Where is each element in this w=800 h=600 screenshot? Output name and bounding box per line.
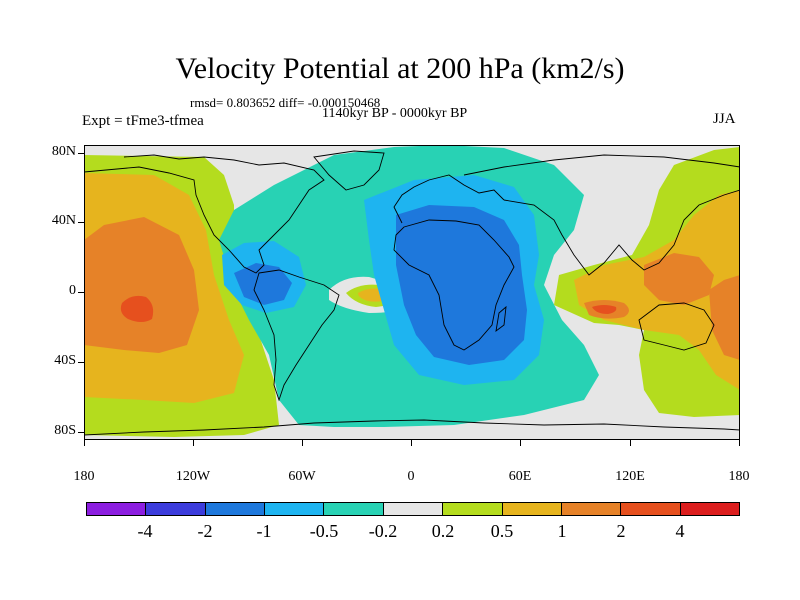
lon-label-60w: 60W — [288, 469, 316, 484]
colorbar-swatch-0 — [87, 503, 147, 515]
lat-label-80s: 80S — [54, 423, 76, 438]
colorbar-label: -1 — [256, 521, 272, 541]
lon-tick — [630, 440, 631, 446]
colorbar-swatch-1 — [146, 503, 206, 515]
colorbar-swatch-9 — [621, 503, 681, 515]
contour-indian-red — [592, 305, 617, 314]
colorbar — [86, 502, 740, 516]
lat-tick — [78, 153, 84, 154]
lon-label-60e: 60E — [508, 469, 532, 484]
season-label: JJA — [713, 111, 736, 127]
lat-label-80n: 80N — [51, 144, 76, 159]
colorbar-swatch-4 — [324, 503, 384, 515]
colorbar-label: -4 — [137, 521, 153, 541]
colorbar-swatch-6 — [443, 503, 503, 515]
contour-africa-blue — [396, 205, 527, 365]
madagascar-coast — [495, 305, 507, 333]
lon-tick — [193, 440, 194, 446]
lat-tick — [78, 292, 84, 293]
colorbar-label: -2 — [197, 521, 213, 541]
contour-east-darkorange — [709, 275, 740, 360]
velocity-potential-map — [84, 145, 740, 440]
antarctica-coast — [84, 419, 740, 436]
lon-tick — [520, 440, 521, 446]
lon-label-120e: 120E — [615, 469, 645, 484]
colorbar-swatch-7 — [502, 503, 562, 515]
map-title: Velocity Potential at 200 hPa (km2/s) — [175, 52, 625, 85]
colorbar-label: -0.2 — [368, 521, 398, 541]
lon-label-180e: 180 — [728, 469, 750, 484]
map-area — [84, 145, 740, 440]
stats-label: rmsd= 0.803652 diff= -0.000150468 — [190, 95, 381, 110]
lon-tick — [739, 440, 740, 446]
greenland-coast — [313, 150, 385, 191]
colorbar-label: 2 — [616, 521, 626, 541]
africa-coast — [393, 219, 515, 351]
colorbar-label: 0.2 — [431, 521, 455, 541]
lon-label-120w: 120W — [175, 469, 211, 484]
colorbar-label: 0.5 — [490, 521, 514, 541]
lon-tick — [411, 440, 412, 446]
australia-coast — [638, 302, 715, 351]
contour-asia-darkorange — [644, 253, 714, 305]
asia-north-coast — [463, 154, 740, 176]
colorbar-label: 4 — [675, 521, 685, 541]
colorbar-swatch-10 — [680, 503, 739, 515]
contour-pacific-red — [120, 295, 154, 322]
lat-label-40n: 40N — [51, 213, 76, 228]
europe-coast — [393, 174, 505, 224]
experiment-label: Expt = tFme3-tfmea — [82, 113, 204, 129]
colorbar-label: 1 — [557, 521, 567, 541]
period-label: 1140kyr BP - 0000kyr BP — [322, 106, 468, 121]
colorbar-label: -0.5 — [309, 521, 339, 541]
south-america-coast — [253, 269, 340, 402]
asia-coast — [503, 189, 740, 276]
lat-tick — [78, 432, 84, 433]
colorbar-swatch-5 — [383, 503, 444, 515]
lon-label-180w: 180 — [73, 469, 95, 484]
lon-label-0: 0 — [407, 469, 415, 484]
coastlines — [84, 150, 740, 436]
map-frame — [84, 145, 740, 440]
lon-tick — [84, 440, 85, 446]
lat-tick — [78, 362, 84, 363]
colorbar-swatch-2 — [205, 503, 266, 515]
colorbar-swatch-8 — [561, 503, 622, 515]
lat-label-0: 0 — [69, 283, 76, 298]
colorbar-swatch-3 — [265, 503, 325, 515]
lon-tick — [302, 440, 303, 446]
north-america-coast — [84, 154, 325, 274]
contour-pacific-darkorange — [84, 217, 199, 353]
contour-america-blue — [234, 263, 292, 305]
lat-tick — [78, 222, 84, 223]
lat-label-40s: 40S — [54, 353, 76, 368]
